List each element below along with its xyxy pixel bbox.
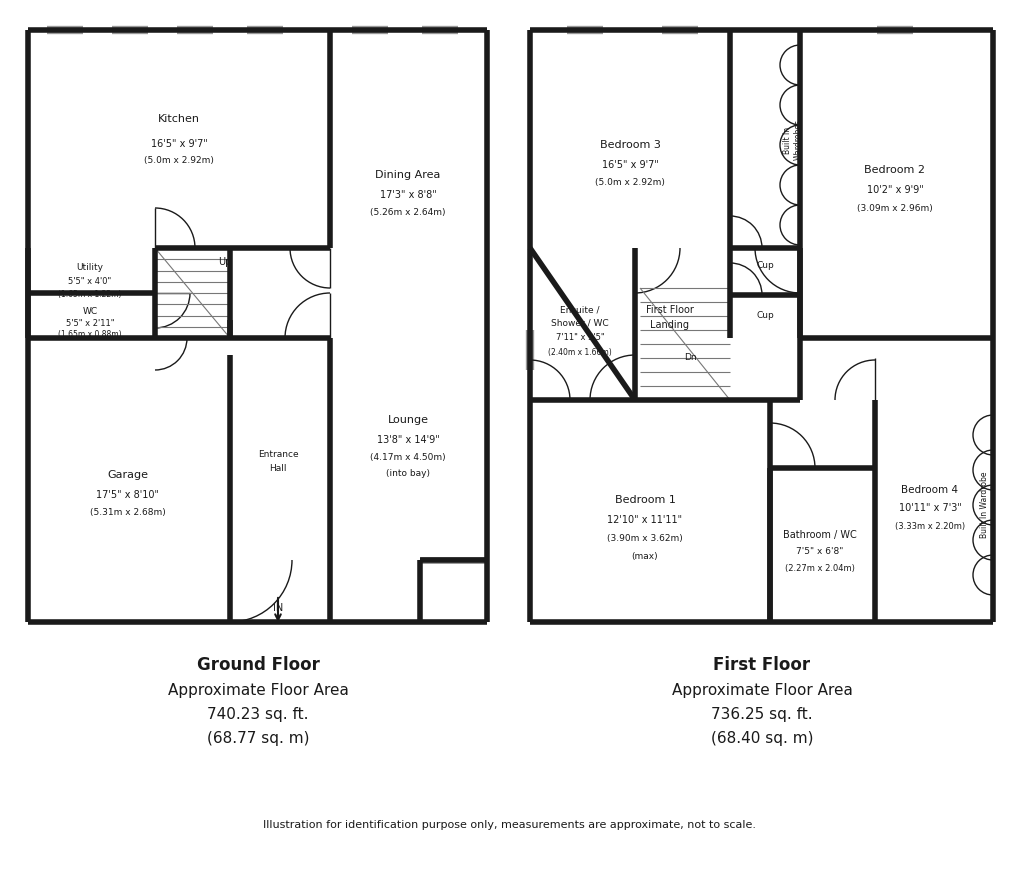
Text: Ground Floor: Ground Floor: [197, 656, 319, 674]
Text: Approximate Floor Area: Approximate Floor Area: [167, 683, 348, 698]
Text: (68.40 sq. m): (68.40 sq. m): [710, 730, 812, 745]
Text: Shower / WC: Shower / WC: [550, 319, 608, 328]
Text: 13'8" x 14'9": 13'8" x 14'9": [376, 435, 439, 445]
Text: Built In Wardrobe: Built In Wardrobe: [979, 471, 988, 538]
Text: (2.40m x 1.66m): (2.40m x 1.66m): [547, 349, 611, 358]
Text: 17'5" x 8'10": 17'5" x 8'10": [97, 490, 159, 500]
Text: 16'5" x 9'7": 16'5" x 9'7": [151, 139, 207, 149]
Text: Bathroom / WC: Bathroom / WC: [783, 530, 856, 540]
Text: 10'2" x 9'9": 10'2" x 9'9": [866, 185, 922, 195]
Text: Hall: Hall: [269, 464, 286, 473]
Text: Bedroom 4: Bedroom 4: [901, 485, 958, 495]
Text: 17'3" x 8'8": 17'3" x 8'8": [379, 190, 436, 200]
Text: (5.0m x 2.92m): (5.0m x 2.92m): [144, 157, 214, 166]
Text: (5.0m x 2.92m): (5.0m x 2.92m): [594, 179, 664, 188]
Text: 740.23 sq. ft.: 740.23 sq. ft.: [207, 707, 309, 722]
Text: 16'5" x 9'7": 16'5" x 9'7": [601, 160, 658, 170]
Text: Ensuite /: Ensuite /: [559, 306, 599, 315]
Text: Dn: Dn: [683, 353, 696, 362]
Text: 12'10" x 11'11": 12'10" x 11'11": [607, 515, 682, 525]
Text: IN: IN: [273, 603, 283, 613]
Text: (4.17m x 4.50m): (4.17m x 4.50m): [370, 454, 445, 463]
Text: 5'5" x 2'11": 5'5" x 2'11": [65, 319, 114, 328]
Text: First Floor: First Floor: [712, 656, 810, 674]
Text: Cup: Cup: [755, 261, 773, 270]
Text: Entrance: Entrance: [258, 450, 298, 460]
Text: (2.27m x 2.04m): (2.27m x 2.04m): [785, 565, 854, 574]
Text: Garage: Garage: [107, 470, 149, 480]
Text: Bedroom 1: Bedroom 1: [614, 495, 675, 505]
Text: (3.09m x 2.96m): (3.09m x 2.96m): [856, 204, 932, 212]
Text: Kitchen: Kitchen: [158, 114, 200, 124]
Text: WC: WC: [83, 307, 98, 316]
Text: Up: Up: [218, 257, 231, 267]
Text: 736.25 sq. ft.: 736.25 sq. ft.: [710, 707, 812, 722]
Text: Approximate Floor Area: Approximate Floor Area: [671, 683, 852, 698]
Text: (5.31m x 2.68m): (5.31m x 2.68m): [90, 508, 166, 517]
Text: (into bay): (into bay): [385, 470, 430, 478]
Text: Illustration for identification purpose only, measurements are approximate, not : Illustration for identification purpose …: [263, 820, 756, 830]
Text: Built In
Wardrobes: Built In Wardrobes: [783, 120, 802, 160]
Text: (3.90m x 3.62m): (3.90m x 3.62m): [606, 534, 682, 543]
Text: 10'11" x 7'3": 10'11" x 7'3": [898, 503, 961, 513]
Text: First Floor: First Floor: [645, 305, 693, 315]
Text: Bedroom 2: Bedroom 2: [864, 165, 924, 175]
Text: Landing: Landing: [650, 320, 689, 330]
Text: (1.65m x 1.22m): (1.65m x 1.22m): [58, 290, 121, 299]
Text: Bedroom 3: Bedroom 3: [599, 140, 659, 150]
Text: (68.77 sq. m): (68.77 sq. m): [207, 730, 309, 745]
Text: (5.26m x 2.64m): (5.26m x 2.64m): [370, 209, 445, 218]
Text: Utility: Utility: [76, 263, 103, 272]
Text: (max): (max): [631, 552, 657, 560]
Text: Lounge: Lounge: [387, 415, 428, 425]
Text: (3.33m x 2.20m): (3.33m x 2.20m): [894, 522, 964, 530]
Text: Cup: Cup: [755, 310, 773, 320]
Text: Dining Area: Dining Area: [375, 170, 440, 180]
Text: (1.65m x 0.88m): (1.65m x 0.88m): [58, 329, 121, 338]
Text: 7'11" x 5'5": 7'11" x 5'5": [555, 334, 603, 343]
Text: 5'5" x 4'0": 5'5" x 4'0": [68, 277, 111, 285]
Text: 7'5" x 6'8": 7'5" x 6'8": [796, 547, 843, 557]
